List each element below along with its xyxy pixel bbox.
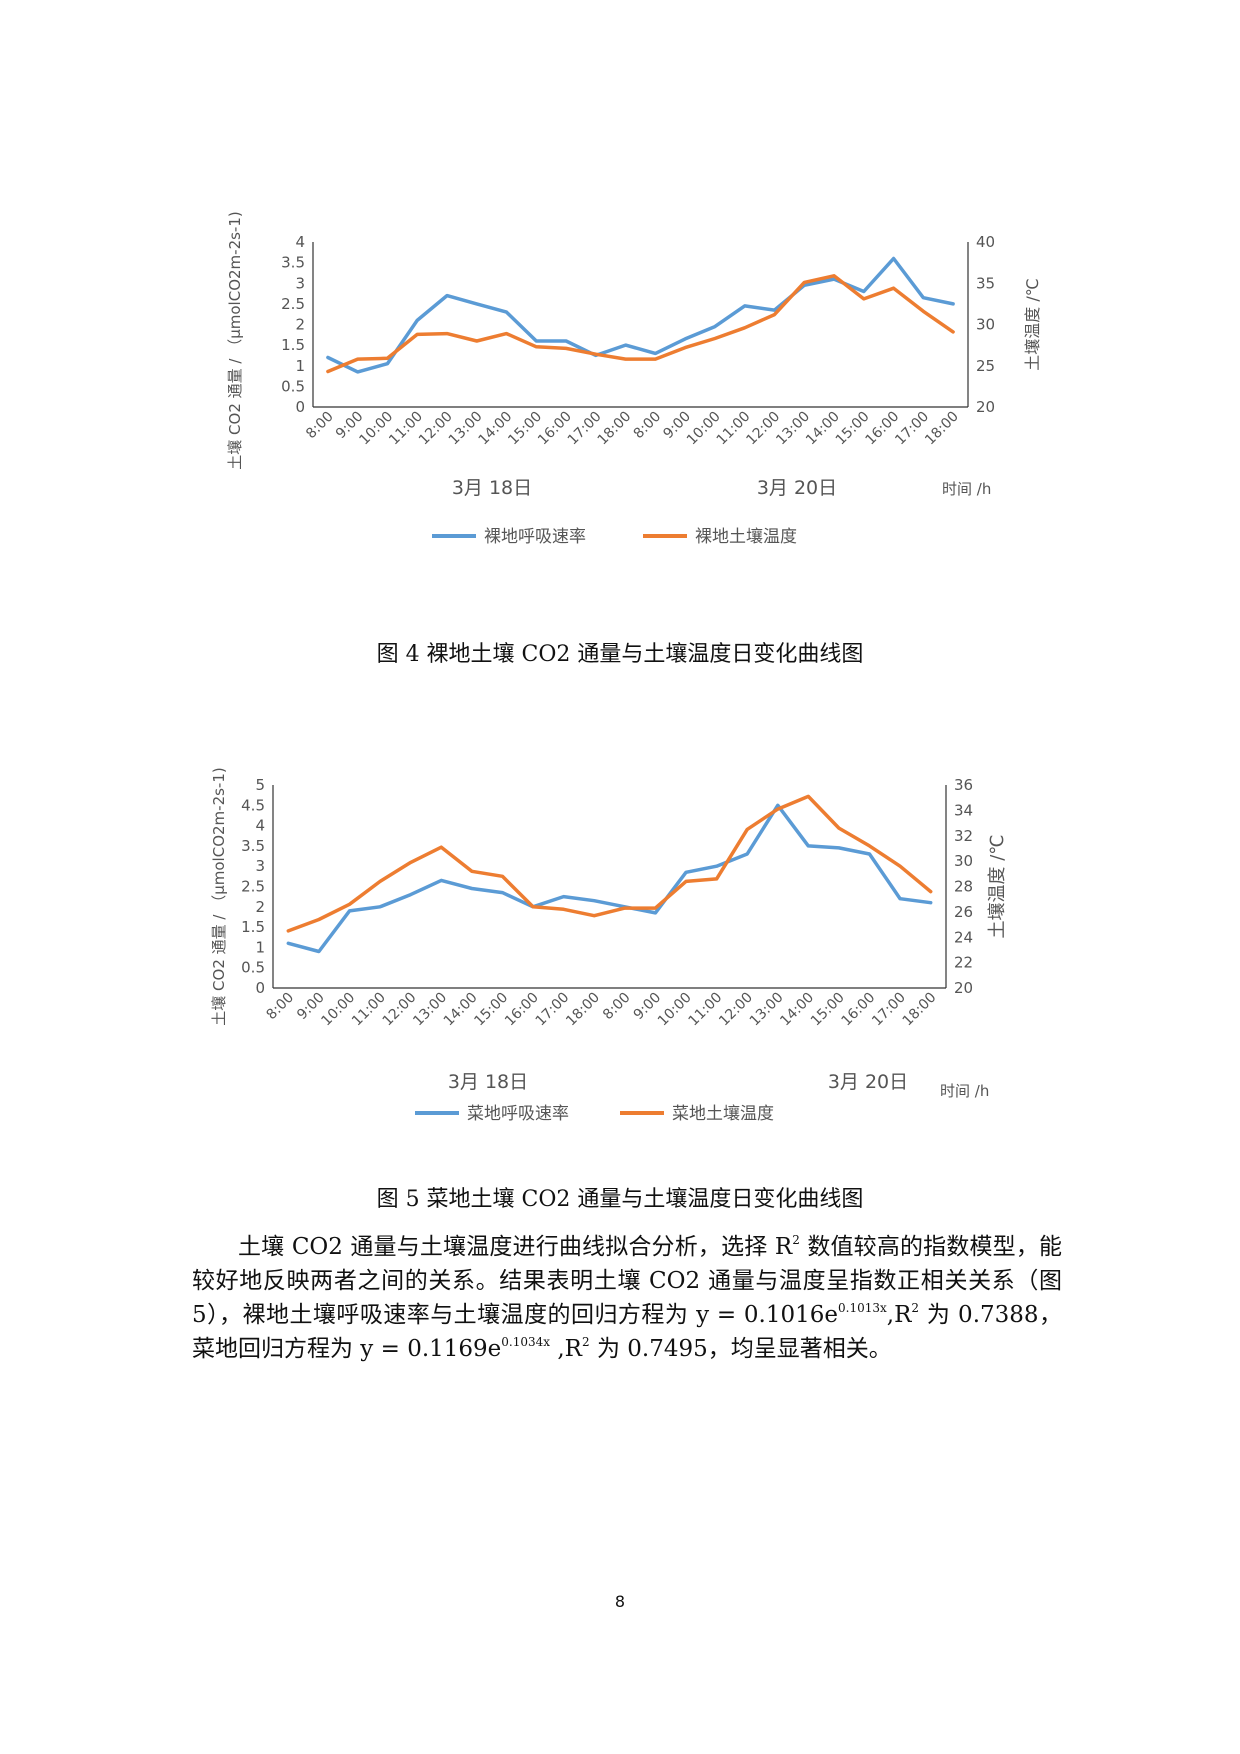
fig5-x-tick-label: 14:00 bbox=[441, 990, 481, 1030]
fig5-left-tick-label: 0 bbox=[255, 979, 265, 997]
fig5-x-tick-label: 16:00 bbox=[838, 990, 878, 1030]
para-text-1: 土壤 CO2 通量与土壤温度进行曲线拟合分析，选择 R bbox=[238, 1234, 793, 1260]
fig5-series-line-2 bbox=[286, 794, 933, 933]
fig4-left-tick-label: 1 bbox=[295, 357, 305, 375]
fig5-right-tick-label: 34 bbox=[954, 801, 973, 819]
page-number: 8 bbox=[614, 1592, 626, 1611]
para-text-2: 数值较高的指数模型，能较好地反映两者之间的关系。结果表明土壤 CO2 通量与温度… bbox=[192, 1234, 1063, 1328]
fig5-right-tick-label: 28 bbox=[954, 878, 973, 896]
fig4-right-axis-title: 土壤温度 /℃ bbox=[1023, 278, 1042, 370]
fig4-x-tick-label: 8:00 bbox=[303, 409, 337, 443]
para-text-5: ,R bbox=[550, 1336, 583, 1362]
para-text-6: 为 0.7495，均呈显著相关。 bbox=[589, 1336, 892, 1362]
fig4-left-tick-label: 4 bbox=[295, 233, 305, 251]
chart-fig5: 0 0.5 1 1.5 2 2.5 3 3.5 4 4.5 5 20 22 24 26 28 30 32 34 36 8… bbox=[0, 730, 1240, 1150]
fig5-left-tick-label: 1.5 bbox=[241, 918, 265, 936]
fig4-right-tick-label: 35 bbox=[976, 274, 995, 292]
fig5-left-tick-label: 5 bbox=[255, 776, 265, 794]
fig4-x-tick-label: 18:00 bbox=[922, 409, 962, 449]
fig4-legend-label-1: 裸地呼吸速率 bbox=[484, 527, 586, 547]
para-sup-3: 2 bbox=[911, 1301, 920, 1315]
fig5-left-tick-label: 3 bbox=[255, 857, 265, 875]
fig4-left-axis-title: 土壤 CO2 通量 / （μmolCO2m-2s-1) bbox=[226, 211, 244, 469]
fig5-x-tick-label: 10:00 bbox=[655, 990, 695, 1030]
chart-fig4-svg: 00.511.522.533.5420253035408:009:0010:00… bbox=[226, 211, 1042, 547]
fig5-legend-label-2: 菜地土壤温度 bbox=[672, 1103, 774, 1124]
para-sup-5: 2 bbox=[582, 1335, 590, 1349]
fig5-x-tick-label: 18:00 bbox=[900, 990, 940, 1030]
fig4-x-tick-label: 18:00 bbox=[595, 409, 635, 449]
chart-fig4: 0 0.5 1 1.5 2 2.5 3 3.5 4 20 25 30 35 40 8:00 9:00 10:00… bbox=[0, 200, 1240, 670]
fig5-right-tick-label: 26 bbox=[954, 903, 973, 921]
fig4-x-tick-label: 8:00 bbox=[631, 409, 665, 443]
fig4-left-tick-label: 0 bbox=[295, 398, 305, 416]
para-sup-2: 0.1013x bbox=[838, 1301, 887, 1315]
fig5-left-tick-label: 2.5 bbox=[241, 878, 265, 896]
fig4-left-tick-label: 1.5 bbox=[281, 336, 305, 354]
figure-caption-5: 图 5 菜地土壤 CO2 通量与土壤温度日变化曲线图 bbox=[376, 1187, 864, 1212]
fig5-left-tick-label: 0.5 bbox=[241, 959, 265, 977]
fig4-right-tick-label: 40 bbox=[976, 233, 995, 251]
fig5-left-tick-label: 2 bbox=[255, 898, 265, 916]
fig5-x-tick-label: 15:00 bbox=[471, 990, 511, 1030]
fig5-left-tick-label: 4 bbox=[255, 817, 265, 835]
fig5-left-axis-title: 土壤 CO2 通量 / （μmolCO2m-2s-1) bbox=[210, 767, 228, 1025]
fig4-series-line-1 bbox=[326, 256, 955, 374]
fig5-date-label-2: 3月 20日 bbox=[828, 1071, 908, 1093]
para-text-3: ,R bbox=[886, 1302, 912, 1328]
fig5-right-tick-label: 24 bbox=[954, 928, 973, 946]
fig5-left-tick-label: 4.5 bbox=[241, 796, 265, 814]
fig5-legend-label-1: 菜地呼吸速率 bbox=[467, 1104, 569, 1124]
fig4-right-tick-label: 25 bbox=[976, 357, 995, 375]
fig4-x-unit-label: 时间 /h bbox=[942, 480, 991, 498]
fig5-right-axis-title: 土壤温度 /℃ bbox=[987, 834, 1008, 938]
fig4-left-tick-label: 2.5 bbox=[281, 295, 305, 313]
fig5-right-tick-label: 32 bbox=[954, 827, 973, 845]
figure-caption-4: 图 4 裸地土壤 CO2 通量与土壤温度日变化曲线图 bbox=[376, 642, 864, 667]
fig4-right-tick-label: 30 bbox=[976, 316, 995, 334]
fig5-left-tick-label: 1 bbox=[255, 938, 265, 956]
fig5-x-tick-label: 11:00 bbox=[686, 990, 726, 1030]
fig5-right-tick-label: 20 bbox=[954, 979, 973, 997]
fig5-x-tick-label: 11:00 bbox=[349, 990, 389, 1030]
fig5-right-tick-label: 36 bbox=[954, 776, 973, 794]
fig5-right-tick-label: 22 bbox=[954, 954, 973, 972]
body-paragraph: 土壤 CO2 通量与土壤温度进行曲线拟合分析，选择 R2 数值较高的指数模型，能… bbox=[192, 1230, 1062, 1366]
fig5-x-tick-label: 17:00 bbox=[869, 990, 909, 1030]
para-sup-4: 0.1034x bbox=[501, 1335, 551, 1349]
fig5-x-tick-label: 10:00 bbox=[318, 990, 358, 1030]
fig4-series-line-2 bbox=[326, 274, 955, 374]
fig5-x-unit-label: 时间 /h bbox=[940, 1082, 989, 1100]
fig4-right-tick-label: 20 bbox=[976, 398, 995, 416]
fig5-left-tick-label: 3.5 bbox=[241, 837, 265, 855]
fig5-x-tick-label: 17:00 bbox=[533, 990, 573, 1030]
fig5-right-tick-label: 30 bbox=[954, 852, 973, 870]
fig4-left-tick-label: 2 bbox=[295, 316, 305, 334]
fig4-left-tick-label: 0.5 bbox=[281, 377, 305, 395]
fig5-x-tick-label: 16:00 bbox=[502, 990, 542, 1030]
fig4-left-tick-label: 3 bbox=[295, 274, 305, 292]
fig5-x-tick-label: 8:00 bbox=[264, 990, 298, 1024]
fig4-left-tick-label: 3.5 bbox=[281, 254, 305, 272]
fig4-date-label-2: 3月 20日 bbox=[757, 477, 837, 499]
fig5-x-tick-label: 14:00 bbox=[777, 990, 817, 1030]
fig5-date-label-1: 3月 18日 bbox=[448, 1071, 528, 1093]
fig5-x-tick-label: 18:00 bbox=[563, 990, 603, 1030]
fig5-x-tick-label: 15:00 bbox=[808, 990, 848, 1030]
para-text-4: 为 0.7388，菜地回归方程为 y = 0.1169e bbox=[192, 1302, 1062, 1362]
chart-fig5-svg: 0 0.5 1 1.5 2 2.5 3 3.5 4 4.5 5 20 22 24 26 28 30 32 34 36 8… bbox=[210, 767, 1008, 1124]
fig5-x-tick-label: 12:00 bbox=[716, 990, 756, 1030]
fig5-x-tick-label: 13:00 bbox=[747, 990, 787, 1030]
fig5-series-line-1 bbox=[286, 803, 933, 954]
fig5-x-tick-label: 13:00 bbox=[410, 990, 450, 1030]
fig4-legend-label-2: 裸地土壤温度 bbox=[695, 526, 797, 547]
fig5-x-tick-label: 8:00 bbox=[600, 990, 634, 1024]
para-sup-1: 2 bbox=[792, 1233, 800, 1247]
fig4-date-label-1: 3月 18日 bbox=[452, 477, 532, 499]
fig5-x-tick-label: 12:00 bbox=[380, 990, 420, 1030]
